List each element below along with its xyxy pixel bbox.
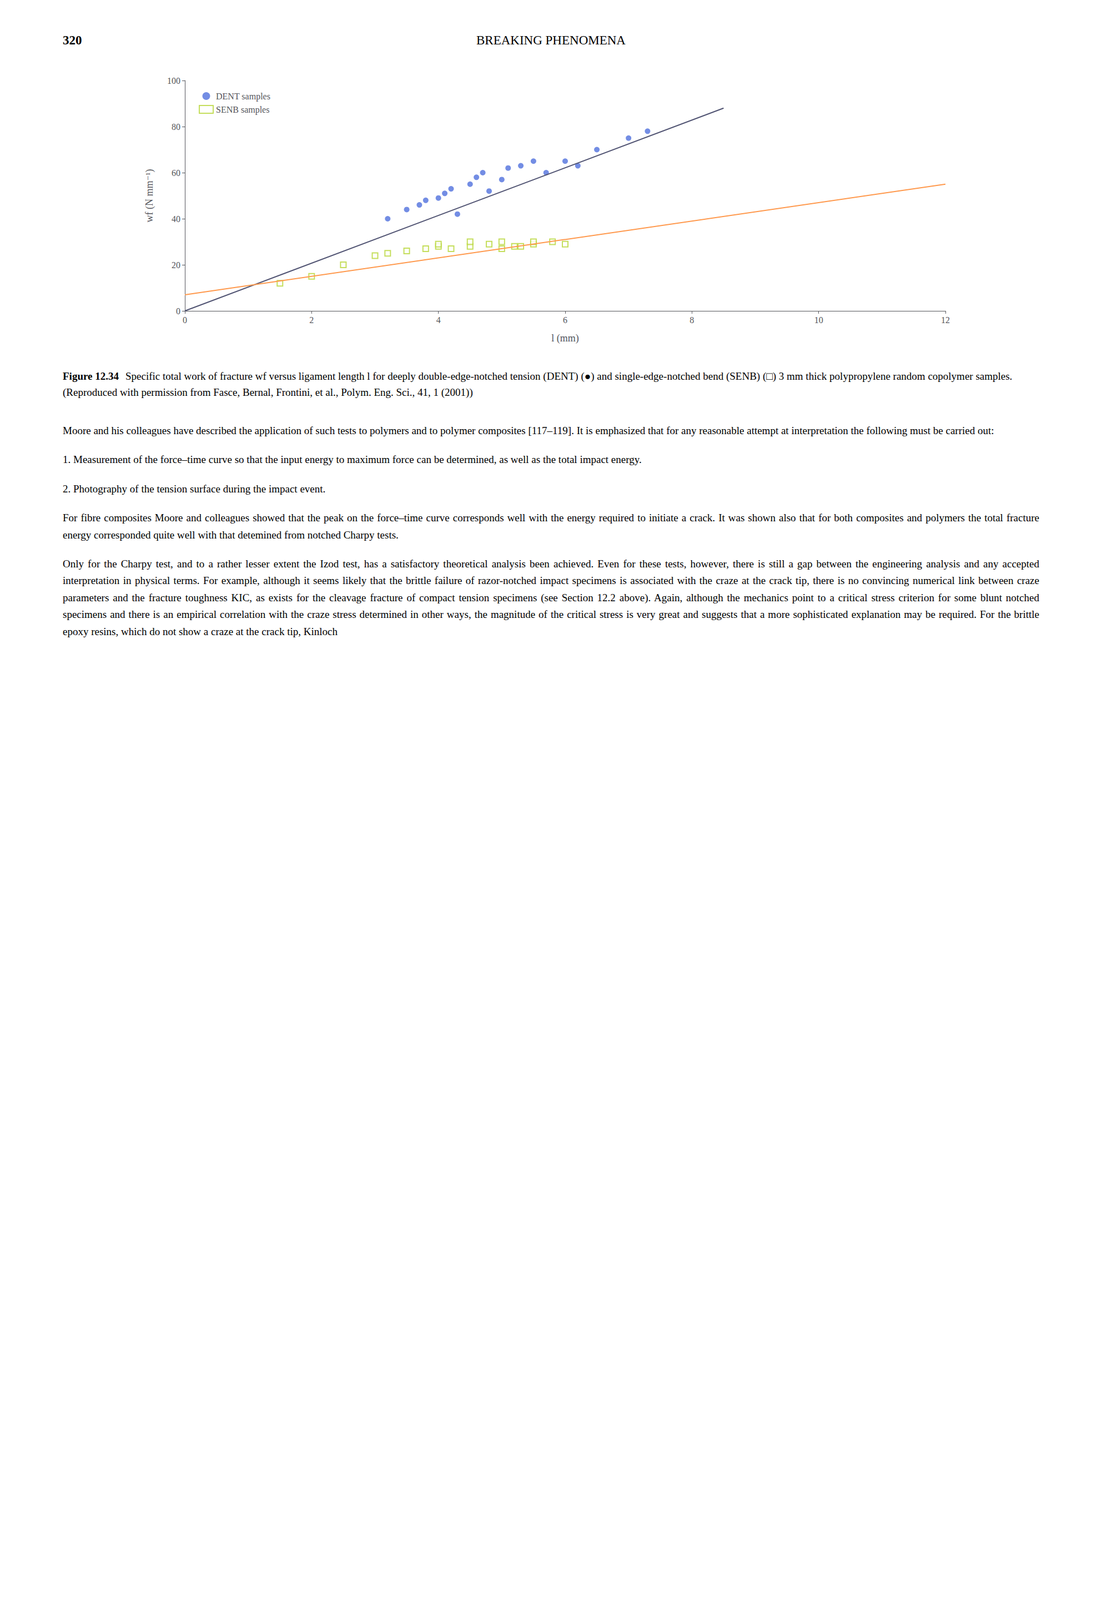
svg-text:100: 100 <box>167 76 181 86</box>
svg-text:6: 6 <box>562 315 568 325</box>
svg-text:20: 20 <box>171 260 181 270</box>
svg-text:12: 12 <box>941 315 950 325</box>
svg-text:4: 4 <box>435 315 441 325</box>
svg-text:80: 80 <box>171 122 181 132</box>
html-text:Moore and his colleagues have: Moore and his colleagues have described … <box>62 424 995 437</box>
html-text:2. Photography of the tension: 2. Photography of the tension surface du… <box>62 482 326 495</box>
svg-text:8: 8 <box>689 315 694 325</box>
html-text:320: 320 <box>62 33 82 48</box>
svg-text:DENT samples: DENT samples <box>215 91 271 102</box>
html-text:Figure 12.34: Figure 12.34 <box>62 370 119 382</box>
svg-text:0: 0 <box>175 306 181 316</box>
svg-text:wf (N mm⁻¹): wf (N mm⁻¹) <box>143 169 156 223</box>
svg-text:40: 40 <box>171 214 181 224</box>
html-text:Only for the Charpy test, and: Only for the Charpy test, and to a rathe… <box>62 557 1040 638</box>
html-text:Specific total work of fractur: Specific total work of fracture wf versu… <box>62 370 1013 398</box>
html-text:For fibre composites Moore and: For fibre composites Moore and colleague… <box>62 511 1040 541</box>
html-text:BREAKING PHENOMENA: BREAKING PHENOMENA <box>476 33 626 48</box>
svg-text:60: 60 <box>171 168 181 178</box>
svg-text:SENB samples: SENB samples <box>215 104 270 115</box>
svg-text:0: 0 <box>182 315 188 325</box>
svg-text:10: 10 <box>813 315 823 325</box>
html-text:1. Measurement of the force–ti: 1. Measurement of the force–time curve s… <box>62 453 642 466</box>
svg-text:l (mm): l (mm) <box>551 332 580 345</box>
svg-text:2: 2 <box>309 315 314 325</box>
